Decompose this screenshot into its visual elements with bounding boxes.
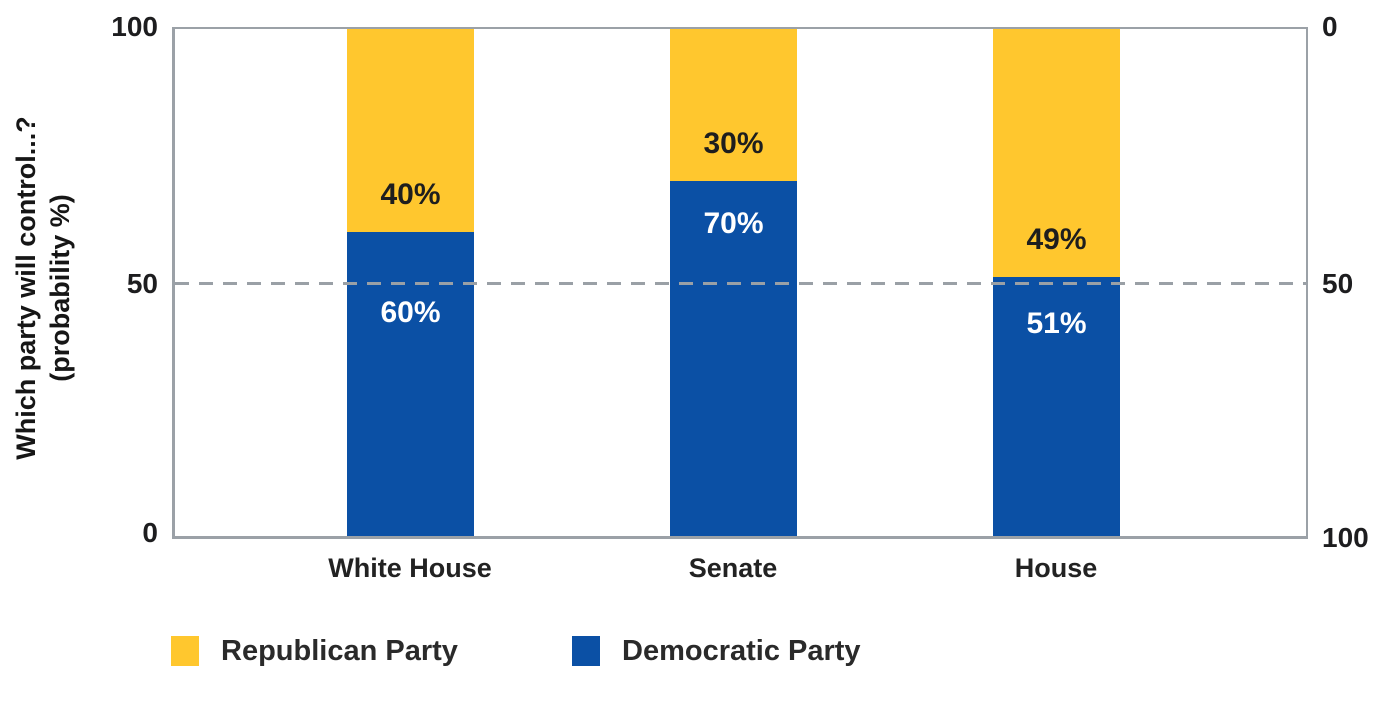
left-axis-tick-50: 50	[126, 268, 158, 299]
value-label-democratic-senate: 70%	[703, 207, 764, 241]
bar-segment-democratic-white-house: 60%	[347, 231, 474, 536]
bar-house: 49% 51%	[993, 29, 1120, 536]
right-axis-tick-0: 0	[1322, 11, 1338, 42]
category-label-white-house: White House	[328, 553, 492, 583]
bar-senate: 30% 70%	[670, 29, 797, 536]
value-label-republican-house: 49%	[1026, 223, 1087, 257]
bar-segment-democratic-house: 51%	[993, 277, 1120, 536]
bar-segment-democratic-senate: 70%	[670, 181, 797, 536]
category-label-house: House	[1014, 553, 1098, 583]
legend-label-democratic: Democratic Party	[622, 635, 861, 667]
legend-label-republican: Republican Party	[221, 635, 458, 667]
category-label-senate: Senate	[688, 553, 778, 583]
left-axis-tick-0: 0	[142, 517, 158, 548]
fifty-percent-reference-line	[175, 282, 1306, 285]
bar-segment-republican-house: 49%	[993, 29, 1120, 278]
value-label-republican-senate: 30%	[703, 127, 764, 161]
legend-item-republican: Republican Party	[171, 635, 458, 667]
left-axis-tick-100: 100	[111, 11, 158, 42]
value-label-democratic-white-house: 60%	[380, 295, 441, 329]
republican-color-swatch	[171, 636, 199, 666]
democratic-color-swatch	[572, 636, 600, 666]
right-axis-tick-100: 100	[1322, 522, 1369, 553]
bar-segment-republican-white-house: 40%	[347, 29, 474, 232]
bar-segment-republican-senate: 30%	[670, 29, 797, 182]
value-label-democratic-house: 51%	[1026, 307, 1087, 341]
legend-item-democratic: Democratic Party	[572, 635, 861, 667]
value-label-republican-white-house: 40%	[380, 177, 441, 211]
plot-area: 40% 60% 30% 70% 49% 51%	[172, 27, 1308, 539]
right-axis-tick-50: 50	[1322, 268, 1354, 299]
bars-container: 40% 60% 30% 70% 49% 51%	[175, 29, 1306, 536]
